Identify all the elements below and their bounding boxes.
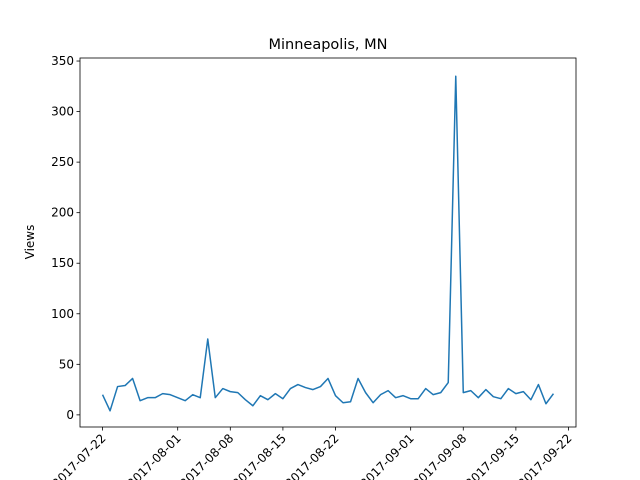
- y-axis-label: Views: [23, 225, 37, 260]
- y-tick-label: 150: [51, 256, 74, 270]
- y-tick-label: 0: [66, 408, 74, 422]
- x-tick-label: 2017-09-01: [358, 431, 417, 480]
- y-tick-label: 350: [51, 54, 74, 68]
- y-tick-label: 300: [51, 105, 74, 119]
- x-tick-label: 2017-09-08: [410, 431, 469, 480]
- x-tick-label: 2017-09-22: [515, 431, 574, 480]
- plot-frame: [79, 57, 577, 428]
- x-tick-label: 2017-08-22: [282, 431, 341, 480]
- x-tick-label: 2017-09-15: [463, 431, 522, 480]
- y-tick-label: 100: [51, 307, 74, 321]
- series-line: [101, 75, 555, 412]
- x-tick-label: 2017-07-22: [49, 431, 108, 480]
- x-tick-label: 2017-08-08: [177, 431, 236, 480]
- chart-title: Minneapolis, MN: [269, 37, 388, 53]
- x-tick-label: 2017-08-15: [230, 431, 289, 480]
- y-tick-label: 250: [51, 155, 74, 169]
- y-tick-label: 50: [59, 357, 74, 371]
- x-tick-label: 2017-08-01: [125, 431, 184, 480]
- y-tick-label: 200: [51, 206, 74, 220]
